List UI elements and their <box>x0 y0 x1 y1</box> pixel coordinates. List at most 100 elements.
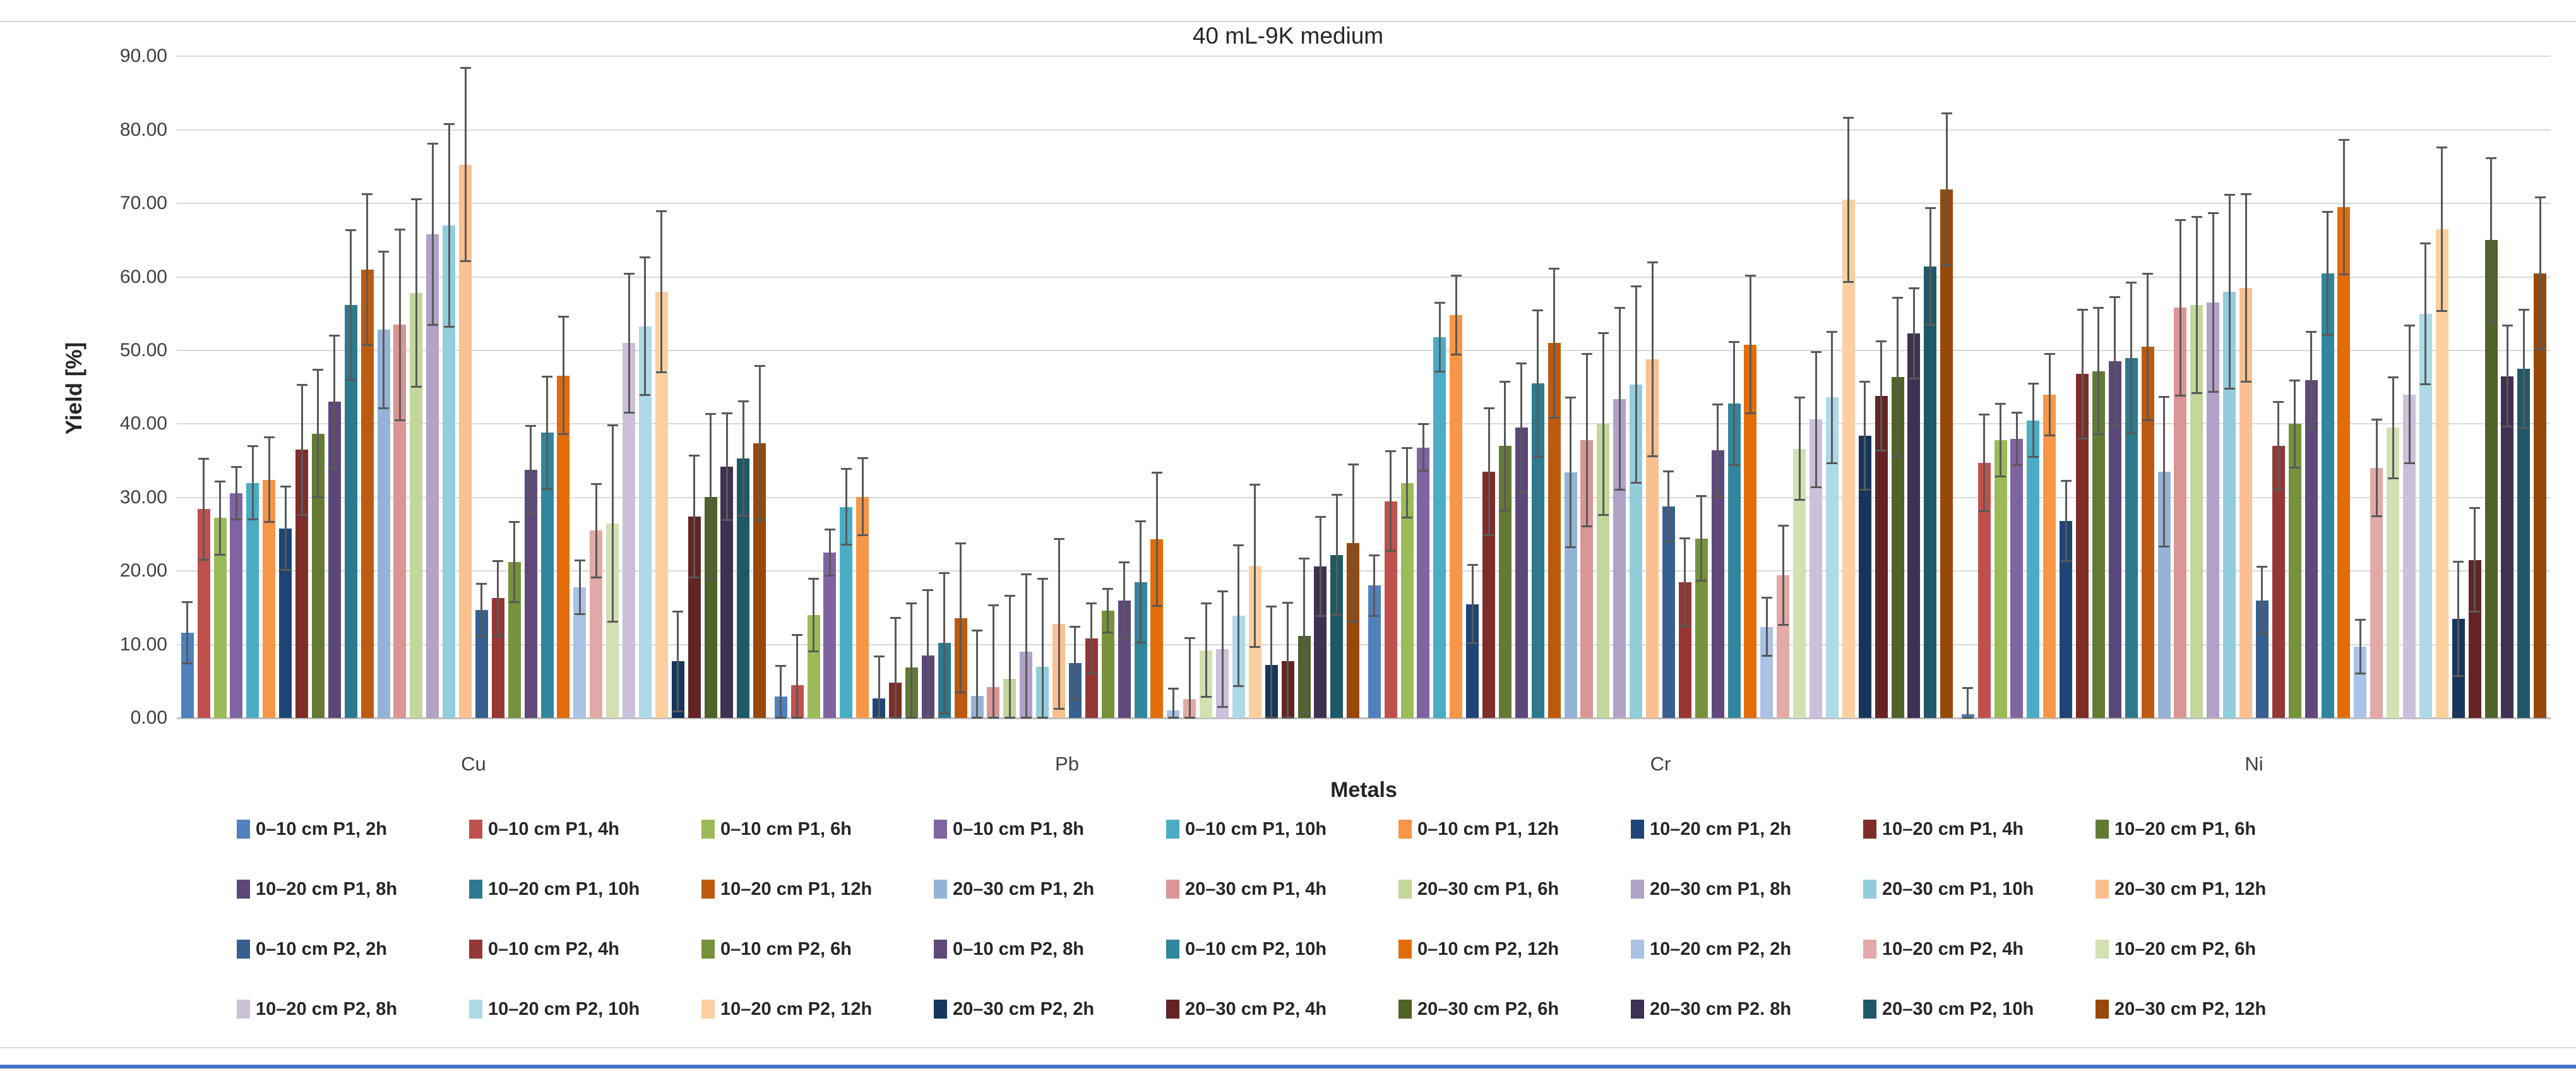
error-bar-line <box>2327 212 2329 335</box>
error-bar-cap-top <box>1810 351 1822 354</box>
legend-item: 20–30 cm P1, 4h <box>1166 878 1327 900</box>
error-bar-line <box>960 542 962 693</box>
legend-swatch <box>1166 1000 1179 1019</box>
legend-label: 0–10 cm P2, 12h <box>1417 938 1559 959</box>
error-bar-cap-top <box>2191 216 2202 218</box>
error-bar-cap-top <box>1794 397 1805 399</box>
bar <box>410 293 423 718</box>
bar <box>840 506 853 718</box>
bar <box>2435 229 2448 718</box>
error-bar-line <box>1765 597 1768 657</box>
error-bar-line <box>284 486 287 571</box>
error-bar-cap-bottom <box>492 634 504 637</box>
error-bar-line <box>1140 521 1142 643</box>
error-bar-cap-bottom <box>1102 631 1114 633</box>
error-bar-line <box>1749 275 1751 414</box>
error-bar-cap-top <box>2338 138 2349 141</box>
legend-item: 0–10 cm P2, 2h <box>237 938 387 960</box>
legend-swatch <box>1863 1000 1876 1019</box>
error-bar-cap-bottom <box>1549 417 1560 419</box>
error-bar-cap-bottom <box>230 518 242 520</box>
bar <box>1727 403 1741 718</box>
error-bar-cap-top <box>378 250 390 253</box>
bar <box>2484 240 2498 718</box>
error-bar-line <box>1864 381 1866 491</box>
error-bar-line <box>1237 545 1240 686</box>
error-bar-cap-bottom <box>247 518 258 520</box>
error-bar-cap-bottom <box>1647 455 1658 457</box>
error-bar-cap-bottom <box>2207 391 2219 393</box>
error-bar-line <box>562 316 564 434</box>
legend-label: 20–30 cm P1, 10h <box>1882 878 2034 899</box>
bar <box>426 234 439 718</box>
error-bar-line <box>1651 262 1654 457</box>
legend-label: 20–30 cm P1, 12h <box>2114 878 2267 899</box>
error-bar-line <box>2228 194 2231 389</box>
error-bar-cap-bottom <box>2093 433 2104 435</box>
error-bar-line <box>1585 353 1588 527</box>
legend-swatch <box>934 880 947 899</box>
error-bar-cap-top <box>2436 146 2448 148</box>
error-bar-cap-bottom <box>2142 419 2154 421</box>
error-bar-cap-bottom <box>890 717 901 719</box>
error-bar-cap-top <box>1744 275 1756 277</box>
bar <box>2060 521 2073 718</box>
error-bar-cap-bottom <box>922 717 934 719</box>
error-bar-line <box>1270 606 1273 718</box>
bar <box>753 443 766 718</box>
error-bar-cap-bottom <box>2436 310 2448 313</box>
error-bar-cap-bottom <box>1979 510 1990 512</box>
error-bar-line <box>366 194 369 345</box>
error-bar-cap-top <box>623 272 635 275</box>
legend-swatch <box>934 1000 947 1019</box>
error-bar-cap-bottom <box>1331 614 1342 616</box>
error-bar-cap-bottom <box>1266 717 1277 719</box>
legend-swatch <box>1398 880 1412 899</box>
error-bar-cap-top <box>1532 309 1544 311</box>
error-bar-cap-bottom <box>2289 467 2301 469</box>
legend-swatch <box>2096 940 2109 959</box>
bar <box>2108 361 2121 718</box>
bar <box>2174 308 2187 718</box>
y-tick-label: 70.00 <box>119 193 167 214</box>
legend-item: 20–30 cm P1, 8h <box>1631 878 1791 900</box>
error-bar-cap-bottom <box>955 691 967 694</box>
error-bar-cap-bottom <box>1070 698 1081 700</box>
error-bar-cap-top <box>2501 325 2513 327</box>
bar <box>279 528 292 718</box>
error-bar-cap-top <box>2289 379 2301 381</box>
error-bar-line <box>431 143 434 326</box>
bar <box>540 433 554 718</box>
error-bar-cap-top <box>1908 287 1919 290</box>
error-bar-cap-top <box>2126 281 2137 284</box>
error-bar-line <box>1537 309 1539 457</box>
error-bar-cap-bottom <box>263 521 275 524</box>
bar <box>1150 539 1164 718</box>
bar <box>557 375 570 718</box>
error-bar-cap-top <box>754 365 765 368</box>
error-bar-line <box>1717 404 1719 497</box>
error-bar-cap-top <box>525 424 537 427</box>
error-bar-cap-bottom <box>2011 464 2022 466</box>
legend-swatch <box>237 940 250 959</box>
chart-title: 40 mL-9K medium <box>1192 23 1384 49</box>
legend-label: 20–30 cm P2, 12h <box>2114 998 2267 1019</box>
error-bar-cap-bottom <box>345 378 357 381</box>
bar <box>1630 384 1643 718</box>
error-bar-cap-bottom <box>672 710 684 712</box>
legend-label: 20–30 cm P1, 2h <box>953 878 1095 899</box>
error-bar-cap-bottom <box>2109 424 2121 427</box>
error-bar-cap-bottom <box>1712 495 1724 498</box>
top-border-line <box>0 21 2576 22</box>
error-bar-line <box>2408 325 2411 464</box>
bar <box>1368 585 1381 718</box>
error-bar-line <box>878 656 880 718</box>
bar <box>1907 333 1921 718</box>
error-bar-line <box>1602 333 1604 515</box>
error-bar-cap-bottom <box>1794 499 1805 501</box>
legend-label: 0–10 cm P2, 10h <box>1185 938 1327 959</box>
bar <box>213 518 227 718</box>
error-bar-line <box>677 611 679 712</box>
error-bar-line <box>2375 419 2378 517</box>
legend-swatch <box>701 820 715 839</box>
